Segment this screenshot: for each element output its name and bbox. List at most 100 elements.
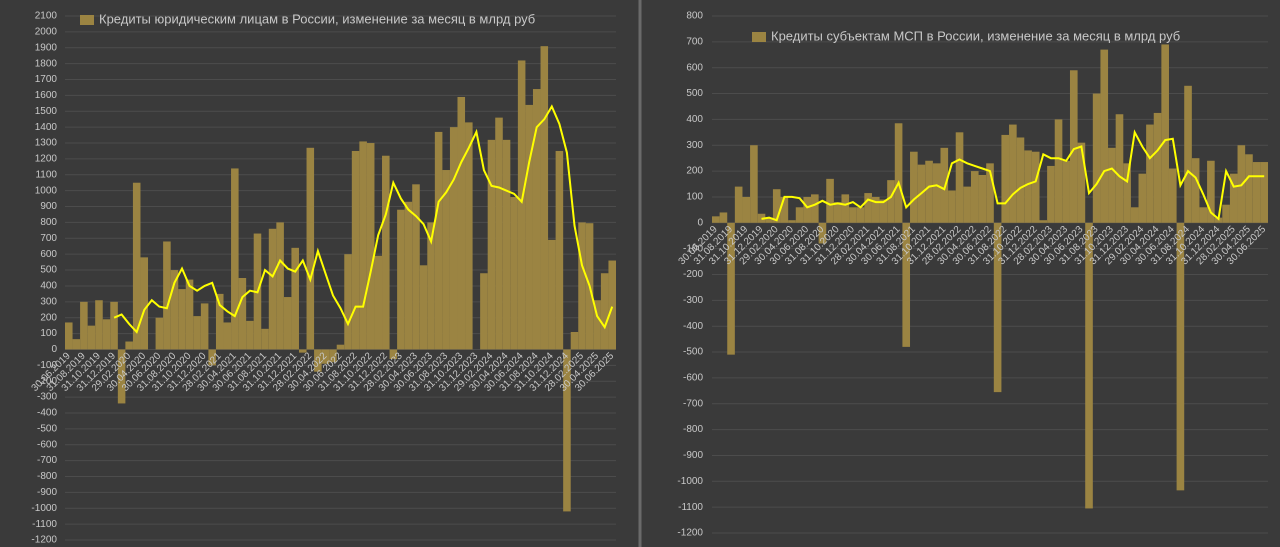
y-tick-label: -600: [37, 439, 57, 450]
bar: [1016, 137, 1025, 223]
bar: [1130, 207, 1139, 223]
bar: [1062, 160, 1070, 223]
bar: [208, 349, 216, 366]
bar: [742, 196, 751, 223]
bar: [1161, 44, 1169, 223]
bar: [404, 201, 413, 350]
bar: [795, 207, 804, 223]
bar: [321, 349, 330, 364]
y-tick-label: -400: [683, 321, 703, 332]
bar: [856, 207, 865, 223]
bar: [87, 325, 96, 350]
bar: [412, 184, 420, 350]
y-tick-label: 1900: [35, 42, 58, 53]
bar: [95, 300, 103, 350]
bar: [223, 322, 232, 350]
bar: [772, 189, 781, 223]
bar: [1001, 134, 1010, 223]
bar: [397, 209, 405, 350]
y-tick-label: -900: [37, 487, 57, 498]
y-tick-label: 1800: [35, 58, 58, 69]
y-tick-label: 400: [686, 114, 703, 125]
bar: [1054, 119, 1063, 223]
y-tick-label: 600: [686, 62, 703, 73]
bar: [65, 322, 73, 350]
bar: [600, 273, 609, 350]
y-tick-label: 800: [40, 217, 57, 228]
bar: [344, 254, 352, 350]
bar: [510, 197, 518, 350]
bar: [887, 180, 895, 223]
bar: [72, 339, 81, 350]
bar: [803, 196, 812, 223]
bar: [1146, 124, 1154, 223]
bar: [1260, 162, 1268, 223]
y-tick-label: -200: [37, 376, 57, 387]
bar: [727, 222, 735, 355]
bar: [110, 301, 118, 350]
y-tick-label: 200: [40, 312, 57, 323]
legend-label: Кредиты юридическим лицам в России, изме…: [99, 11, 535, 26]
bar: [902, 222, 911, 347]
bar: [1108, 147, 1116, 223]
bar: [864, 193, 872, 223]
bar: [1184, 85, 1192, 223]
bar: [1222, 204, 1230, 223]
bar: [1138, 173, 1147, 223]
bar: [955, 132, 964, 223]
bar: [306, 147, 315, 350]
y-tick-label: 500: [686, 88, 703, 99]
y-tick-label: -1100: [678, 502, 703, 513]
legend-label: Кредиты субъектам МСП в России, изменени…: [771, 28, 1180, 43]
bar: [1115, 114, 1124, 223]
bar: [487, 139, 496, 350]
bar: [1245, 154, 1253, 223]
y-tick-label: 1600: [35, 90, 58, 101]
bar: [442, 170, 450, 350]
bar: [1077, 142, 1086, 223]
y-tick-label: 1000: [35, 185, 58, 196]
bar: [117, 349, 126, 404]
bar: [389, 349, 398, 359]
y-tick-label: -700: [683, 398, 703, 409]
y-tick-label: 1400: [35, 122, 58, 133]
bar: [1153, 112, 1162, 223]
bar: [419, 265, 428, 350]
bar: [1031, 151, 1040, 223]
bar: [963, 186, 971, 223]
bar: [540, 46, 549, 350]
y-tick-label: -800: [683, 424, 703, 435]
bar: [712, 216, 720, 223]
y-tick-label: -300: [683, 295, 703, 306]
bar: [1009, 124, 1017, 223]
bar: [102, 319, 111, 350]
bar: [1214, 217, 1223, 223]
bar: [480, 273, 488, 350]
y-tick-label: -700: [37, 455, 57, 466]
bar: [502, 139, 511, 350]
bar: [125, 341, 133, 350]
bar: [608, 260, 616, 350]
chart: -1200-1100-1000-900-800-700-600-500-400-…: [30, 11, 617, 546]
bar: [517, 60, 526, 350]
bar: [382, 155, 390, 350]
bar: [932, 163, 941, 223]
bar: [374, 255, 383, 350]
bar: [1176, 222, 1185, 491]
bar: [871, 196, 880, 223]
bar: [593, 300, 601, 350]
y-tick-label: 400: [40, 281, 57, 292]
bar: [841, 194, 850, 223]
y-tick-label: 700: [686, 36, 703, 47]
bar: [427, 222, 435, 350]
bar: [132, 182, 141, 350]
bar: [788, 220, 796, 223]
bar: [231, 168, 239, 350]
y-tick-label: 500: [40, 265, 57, 276]
bar: [336, 344, 345, 350]
y-tick-label: -100: [683, 243, 703, 254]
bar: [532, 89, 541, 350]
bar: [268, 228, 277, 350]
legend-swatch: [752, 32, 766, 42]
bar: [894, 123, 903, 223]
